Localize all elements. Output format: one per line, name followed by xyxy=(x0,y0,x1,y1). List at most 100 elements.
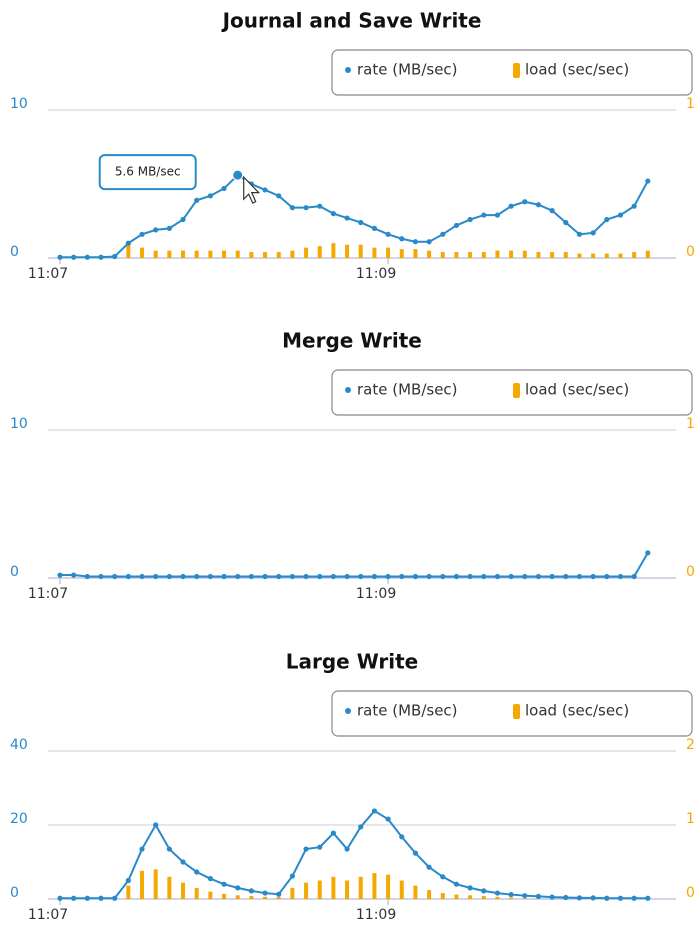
legend-box xyxy=(331,690,693,737)
rate-point xyxy=(262,890,268,896)
rate-point xyxy=(604,216,610,223)
rate-point xyxy=(207,193,213,199)
rate-point xyxy=(481,888,487,894)
y-tick-label: 10 xyxy=(10,96,28,112)
load-bar xyxy=(153,869,158,899)
load-bar xyxy=(427,890,432,899)
rate-point xyxy=(371,808,378,814)
rate-point xyxy=(604,895,610,901)
legend-label: rate (MB/sec) xyxy=(357,61,458,79)
load-bar xyxy=(167,250,172,258)
load-bar xyxy=(235,895,240,899)
load-bar xyxy=(304,247,309,258)
rate-point xyxy=(494,212,501,218)
rate-point xyxy=(590,230,596,236)
rate-point xyxy=(385,573,391,580)
y2-tick-label: 1 xyxy=(686,416,694,432)
load-bar xyxy=(194,887,199,899)
legend-label: load (sec/sec) xyxy=(525,381,629,399)
load-bar xyxy=(413,885,418,899)
rate-point xyxy=(221,185,227,192)
load-bar xyxy=(181,882,186,899)
rate-point xyxy=(522,893,528,899)
legend-box xyxy=(331,369,693,416)
load-bar xyxy=(645,250,650,258)
y2-tick-label: 0 xyxy=(686,244,694,260)
load-bar xyxy=(222,893,227,899)
load-bar xyxy=(194,250,199,258)
legend-label: rate (MB/sec) xyxy=(357,702,458,720)
load-bar xyxy=(563,252,568,258)
rate-point xyxy=(467,573,473,580)
rate-point xyxy=(385,816,391,822)
rate-point xyxy=(549,573,555,580)
load-bar xyxy=(591,253,596,258)
rate-point xyxy=(330,211,336,217)
legend-label: load (sec/sec) xyxy=(525,61,629,79)
load-bar xyxy=(509,250,514,258)
rate-point xyxy=(57,254,63,260)
legend-label: load (sec/sec) xyxy=(525,702,629,720)
rate-point xyxy=(576,573,583,580)
load-bar xyxy=(386,247,391,258)
rate-point xyxy=(180,859,186,865)
load-bar xyxy=(276,896,281,899)
rate-point xyxy=(84,895,90,901)
rate-point xyxy=(467,885,473,891)
rate-point xyxy=(385,231,391,237)
load-bar xyxy=(167,876,172,899)
rate-point xyxy=(125,240,131,246)
legend-box xyxy=(331,49,693,96)
rate-point xyxy=(549,894,555,900)
legend-label: rate (MB/sec) xyxy=(357,381,458,399)
rate-point xyxy=(207,876,213,882)
legend-swatch xyxy=(345,67,351,73)
tooltip-text: 5.6 MB/sec xyxy=(115,165,181,179)
rate-point xyxy=(303,573,309,580)
rate-point xyxy=(330,573,336,580)
rate-point xyxy=(358,824,364,830)
rate-point xyxy=(535,202,542,208)
rate-point xyxy=(194,197,200,203)
load-bar xyxy=(126,885,131,899)
rate-point xyxy=(590,573,596,580)
rate-point xyxy=(481,573,487,580)
load-bar xyxy=(249,896,254,899)
chart: Large Write rate (MB/sec) load (sec/sec) 0 2… xyxy=(10,650,694,924)
x-tick-label: 11:09 xyxy=(356,266,396,282)
load-bar xyxy=(413,249,418,258)
rate-point xyxy=(426,864,432,870)
rate-point xyxy=(98,254,104,260)
rate-point xyxy=(617,212,624,218)
rate-point xyxy=(57,572,63,578)
load-bar xyxy=(290,887,295,899)
rate-point xyxy=(617,895,624,901)
x-tick-label: 11:07 xyxy=(28,907,68,923)
rate-point xyxy=(276,193,282,199)
legend-swatch xyxy=(513,383,520,398)
rate-point xyxy=(112,573,118,580)
rate-point xyxy=(84,573,90,580)
x-tick-label: 11:09 xyxy=(356,907,396,923)
load-bar xyxy=(317,880,322,899)
load-bar xyxy=(331,243,336,258)
load-bar xyxy=(468,895,473,899)
load-bar xyxy=(276,252,281,258)
load-bar xyxy=(481,252,486,258)
rate-point xyxy=(631,203,637,209)
rate-point xyxy=(180,573,186,580)
legend-swatch xyxy=(513,704,520,719)
rate-point xyxy=(344,573,350,580)
rate-point xyxy=(139,573,145,580)
load-bar xyxy=(345,244,350,258)
load-bar xyxy=(468,252,473,258)
rate-point xyxy=(535,893,542,900)
load-bar xyxy=(495,896,500,899)
load-bar xyxy=(632,252,637,258)
y2-tick-label: 0 xyxy=(686,885,694,901)
load-bar xyxy=(140,870,145,899)
rate-point xyxy=(371,573,378,580)
chart: Journal and Save Write rate (MB/sec) load … xyxy=(10,9,694,283)
rate-point xyxy=(440,874,446,880)
